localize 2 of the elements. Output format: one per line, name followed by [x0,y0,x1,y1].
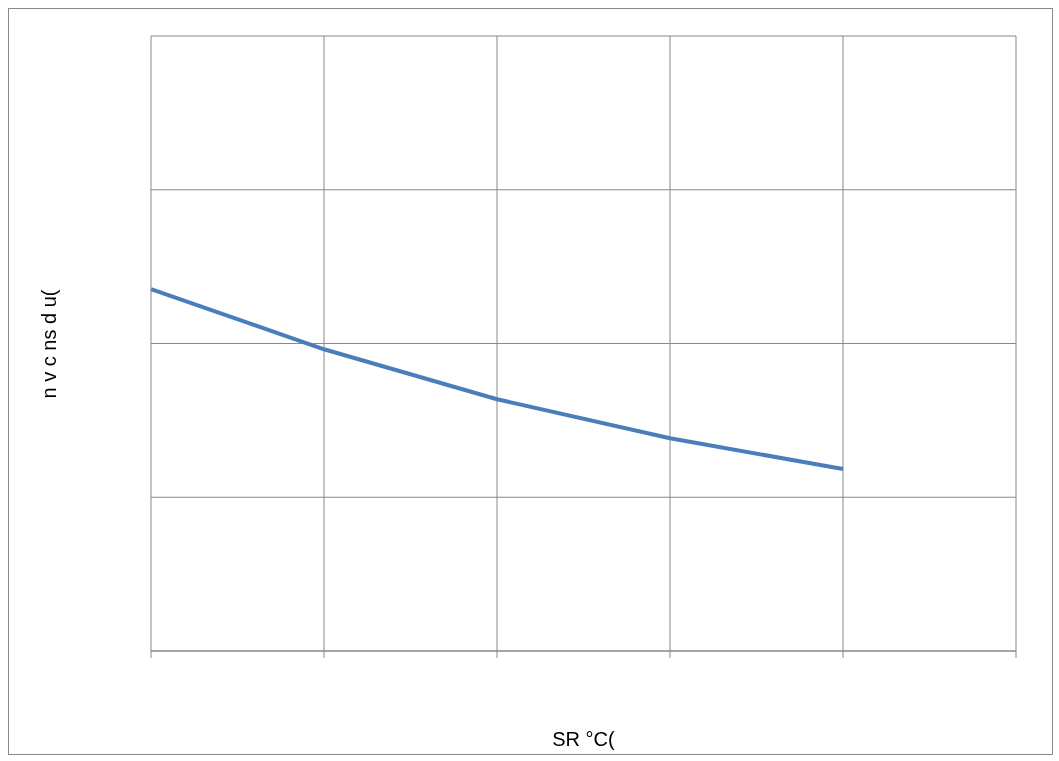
y-axis-title: n v c ns d u( [37,289,61,398]
x-axis-title: SR °C( [552,728,616,750]
